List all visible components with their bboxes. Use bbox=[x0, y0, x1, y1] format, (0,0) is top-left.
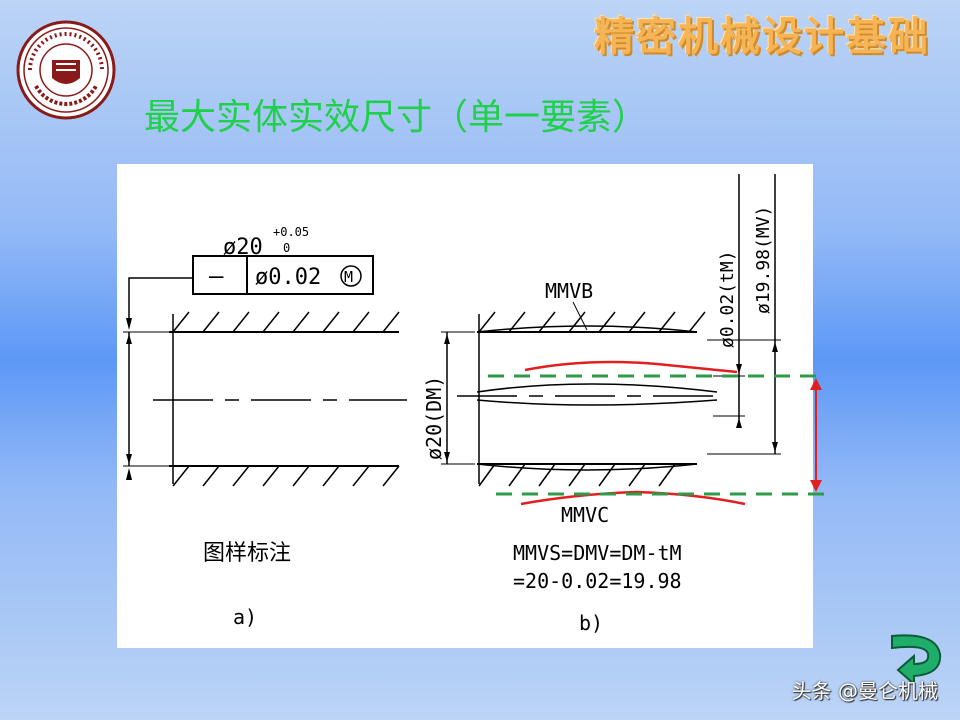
fig-a-caption: 图样标注 bbox=[203, 541, 291, 566]
fig-b-label: b) bbox=[579, 611, 603, 635]
red-lower-curve bbox=[520, 490, 746, 506]
fig-a-frame-modifier: M bbox=[344, 268, 353, 286]
mmvc-label: MMVC bbox=[561, 503, 609, 527]
dim-right-outer-label: ø19.98(MV) bbox=[753, 206, 774, 314]
mmvb-label: MMVB bbox=[545, 279, 593, 303]
return-arrow-icon[interactable] bbox=[884, 628, 948, 684]
watermark: 头条 @曼仑机械 bbox=[791, 679, 938, 703]
red-upper-curve bbox=[524, 360, 738, 374]
modifier-circle-icon bbox=[340, 265, 362, 287]
fig-a-frame-symbol: — bbox=[209, 262, 224, 290]
fig-a-dimension: ø20 bbox=[223, 235, 263, 260]
tolerance-diagram: ø20 +0.05 0 — ø0.02 M 图样标注 a) bbox=[117, 164, 813, 648]
formula-line-1: MMVS=DMV=DM-tM bbox=[513, 541, 682, 565]
slide-title: 最大实体实效尺寸（单一要素） bbox=[144, 97, 649, 138]
dim-left-label: ø20(DM) bbox=[422, 376, 446, 460]
figure-b-drawing bbox=[441, 174, 781, 487]
tianjin-university-seal-icon bbox=[16, 20, 116, 120]
formula-line-2: =20-0.02=19.98 bbox=[513, 569, 682, 593]
fig-a-tol-upper: +0.05 bbox=[273, 225, 309, 239]
fig-a-label: a) bbox=[233, 605, 257, 629]
dim-right-inner-label: ø0.02(tM) bbox=[717, 250, 738, 348]
header-title: 精密机械设计基础 bbox=[594, 14, 930, 60]
figure-a-drawing bbox=[123, 255, 407, 487]
fig-a-frame-value: ø0.02 bbox=[255, 265, 321, 290]
fig-a-tol-lower: 0 bbox=[283, 241, 290, 255]
